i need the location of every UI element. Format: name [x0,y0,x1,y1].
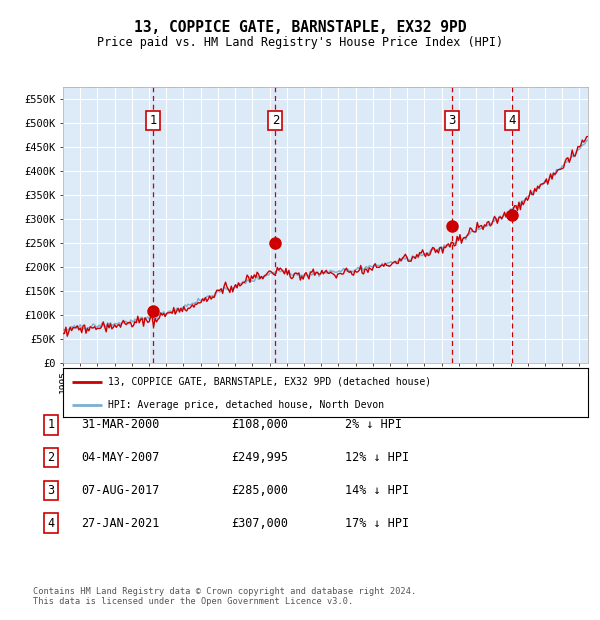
Text: 1: 1 [149,114,157,127]
Text: Price paid vs. HM Land Registry's House Price Index (HPI): Price paid vs. HM Land Registry's House … [97,36,503,49]
Text: 2: 2 [47,451,55,464]
Text: 2: 2 [272,114,279,127]
Text: 07-AUG-2017: 07-AUG-2017 [81,484,160,497]
Text: 4: 4 [47,517,55,529]
Text: 17% ↓ HPI: 17% ↓ HPI [345,517,409,529]
Text: Contains HM Land Registry data © Crown copyright and database right 2024.
This d: Contains HM Land Registry data © Crown c… [33,587,416,606]
Text: 3: 3 [47,484,55,497]
Text: 3: 3 [448,114,456,127]
Text: £249,995: £249,995 [231,451,288,464]
Text: 12% ↓ HPI: 12% ↓ HPI [345,451,409,464]
Text: 04-MAY-2007: 04-MAY-2007 [81,451,160,464]
Text: 13, COPPICE GATE, BARNSTAPLE, EX32 9PD: 13, COPPICE GATE, BARNSTAPLE, EX32 9PD [134,20,466,35]
Text: 13, COPPICE GATE, BARNSTAPLE, EX32 9PD (detached house): 13, COPPICE GATE, BARNSTAPLE, EX32 9PD (… [107,377,431,387]
Text: £307,000: £307,000 [231,517,288,529]
Text: HPI: Average price, detached house, North Devon: HPI: Average price, detached house, Nort… [107,399,384,410]
Text: £285,000: £285,000 [231,484,288,497]
Text: 2% ↓ HPI: 2% ↓ HPI [345,418,402,431]
Text: 14% ↓ HPI: 14% ↓ HPI [345,484,409,497]
Text: 4: 4 [508,114,515,127]
Text: 27-JAN-2021: 27-JAN-2021 [81,517,160,529]
Text: 1: 1 [47,418,55,431]
Text: £108,000: £108,000 [231,418,288,431]
Text: 31-MAR-2000: 31-MAR-2000 [81,418,160,431]
